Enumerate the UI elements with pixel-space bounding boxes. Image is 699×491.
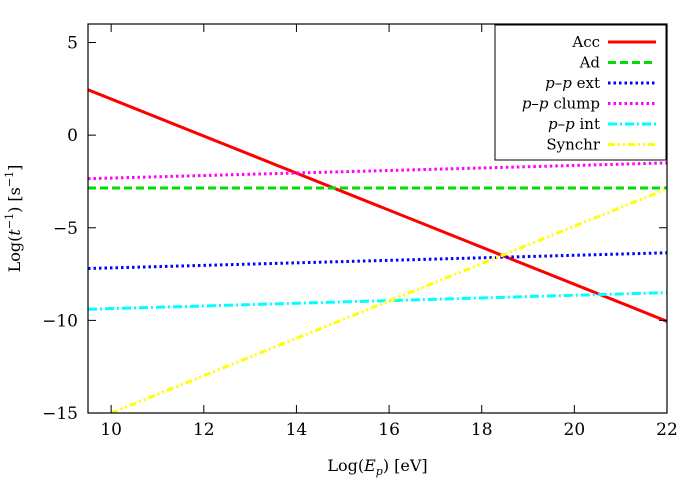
tick-labels: 10 12 14 16 18 20 22 −15 −10 −5 0 5 bbox=[42, 34, 678, 440]
x-tick-label: 20 bbox=[564, 420, 586, 440]
x-tick-label: 22 bbox=[656, 420, 678, 440]
series-line-acc bbox=[88, 88, 667, 323]
legend: Acc Ad p–p ext p–p clump p–p int Synchr bbox=[494, 24, 667, 161]
plot-frame bbox=[87, 23, 668, 414]
x-tick-label: 16 bbox=[378, 420, 400, 440]
y-tick-label: −15 bbox=[42, 404, 78, 424]
x-tick-label: 14 bbox=[286, 420, 308, 440]
x-tick-label: 10 bbox=[100, 420, 122, 440]
legend-label: Acc bbox=[571, 33, 600, 51]
y-tick-label: −5 bbox=[53, 219, 78, 239]
legend-label: Synchr bbox=[546, 136, 600, 154]
y-tick-label: 0 bbox=[67, 126, 78, 146]
y-tick-label: 5 bbox=[67, 34, 78, 54]
legend-label: p–p int bbox=[548, 115, 600, 133]
x-axis-title: Log(Ep) [eV] bbox=[327, 456, 427, 478]
series-line-p-p-int bbox=[88, 291, 667, 311]
legend-label: p–p ext bbox=[545, 74, 600, 92]
x-tick-label: 12 bbox=[193, 420, 215, 440]
y-tick-label: −10 bbox=[42, 311, 78, 331]
legend-label: p–p clump bbox=[522, 95, 600, 113]
plot-lines bbox=[88, 88, 667, 413]
legend-label: Ad bbox=[579, 54, 601, 72]
x-tick-label: 18 bbox=[471, 420, 493, 440]
y-axis-title: Log(t−1) [s−1] bbox=[3, 165, 24, 273]
legend-box bbox=[494, 24, 667, 161]
